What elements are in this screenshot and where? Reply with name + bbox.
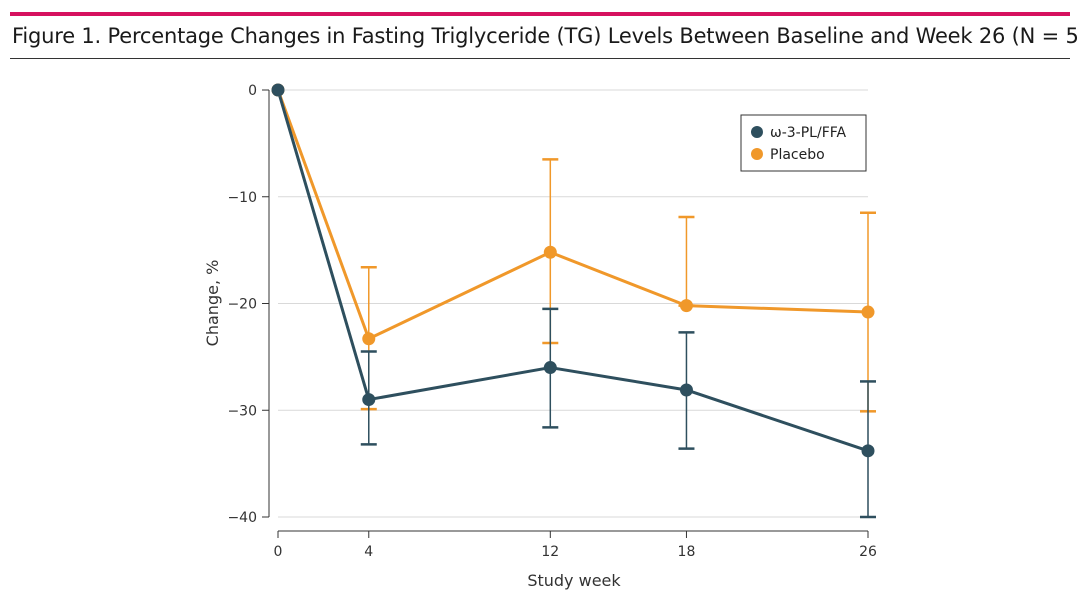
y-axis-title: Change, % [203, 260, 222, 347]
x-tick-label-4: 26 [859, 544, 877, 560]
y-tick-label-2: −20 [227, 297, 257, 313]
data-point-1-1 [362, 332, 376, 346]
data-point-0-4 [861, 444, 875, 458]
data-point-0-3 [679, 383, 693, 397]
data-points [271, 83, 875, 458]
legend-box [740, 114, 867, 172]
data-point-0-1 [362, 393, 376, 407]
legend-swatch-placebo [751, 148, 763, 160]
data-point-0-2 [543, 361, 557, 375]
grid-lines [278, 89, 868, 518]
error-bars [360, 158, 876, 519]
y-tick-label-0: 0 [248, 83, 257, 99]
y-tick-label-1: −10 [227, 190, 257, 206]
data-point-0-0 [271, 83, 285, 97]
x-tick-label-3: 18 [678, 544, 696, 560]
y-tick-label-4: −40 [227, 510, 257, 526]
data-point-1-2 [543, 245, 557, 259]
accent-rule [10, 12, 1070, 16]
axes: 0 −10 −20 −30 −40 0 4 12 18 26 [227, 83, 877, 560]
legend-label-placebo: Placebo [770, 147, 825, 163]
x-tick-label-1: 4 [364, 544, 373, 560]
legend: ω-3-PL/FFA Placebo [740, 114, 867, 172]
title-divider [10, 58, 1070, 59]
y-tick-label-3: −30 [227, 403, 257, 419]
data-point-1-4 [861, 305, 875, 319]
figure-title: Figure 1. Percentage Changes in Fasting … [12, 24, 1080, 48]
x-tick-label-0: 0 [274, 544, 283, 560]
data-point-1-3 [679, 299, 693, 313]
x-tick-label-2: 12 [541, 544, 559, 560]
legend-swatch-omega3 [751, 126, 763, 138]
legend-label-omega3: ω-3-PL/FFA [770, 125, 847, 141]
x-axis-title: Study week [527, 571, 621, 590]
